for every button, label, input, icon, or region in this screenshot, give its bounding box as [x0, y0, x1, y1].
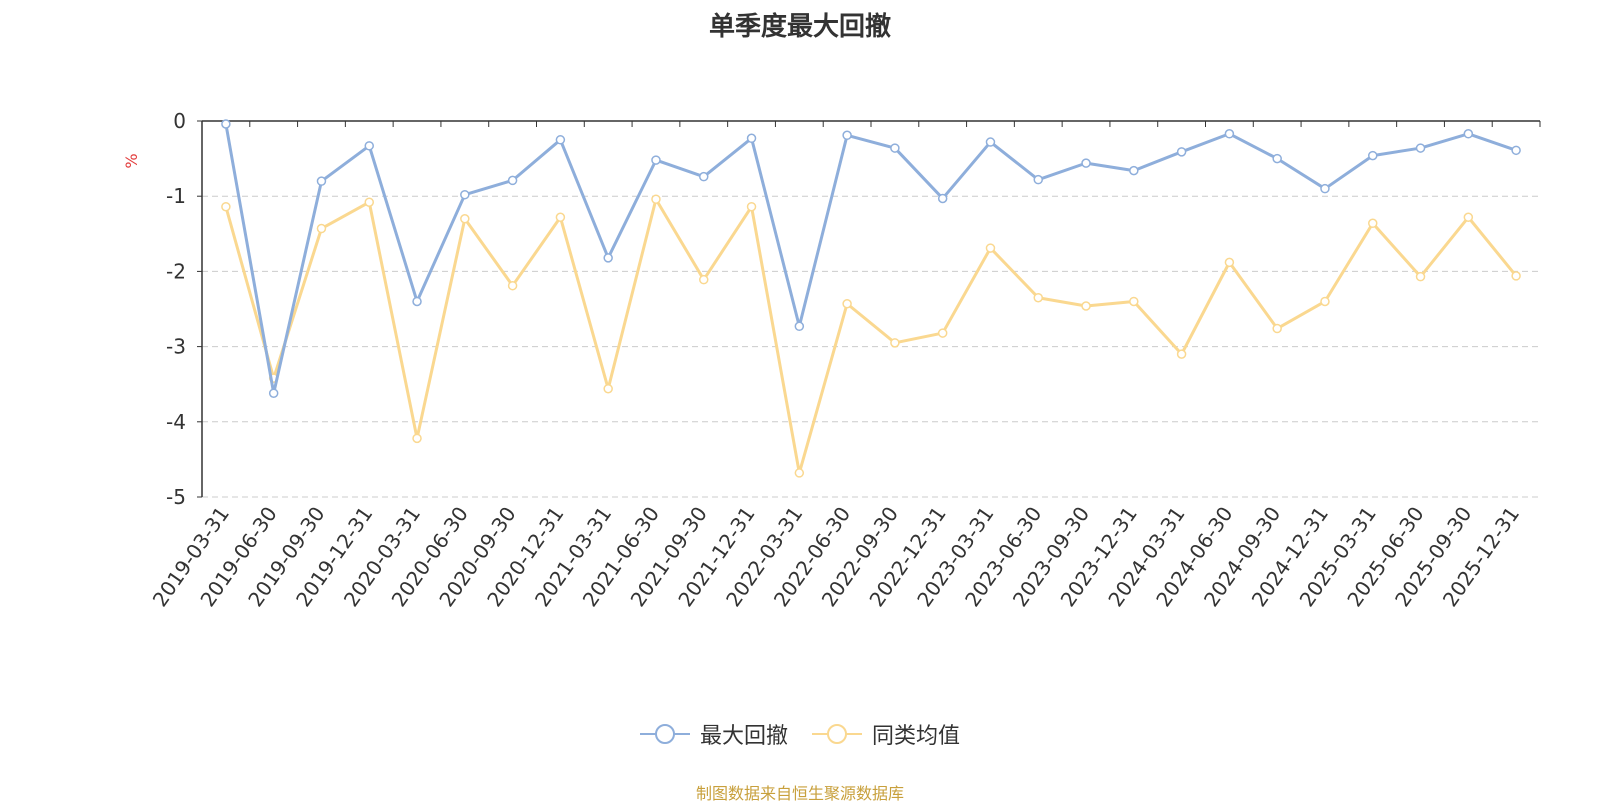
data-point [1272, 153, 1282, 164]
data-point [842, 130, 852, 141]
data-point [794, 468, 805, 478]
series-line-2 [224, 197, 1518, 475]
y-tick-label: -3 [166, 335, 186, 359]
data-point [651, 155, 661, 165]
series-line-1 [224, 123, 1517, 395]
x-tick-labels: 2019-03-312019-06-302019-09-302019-12-31… [148, 502, 1525, 611]
data-point [1415, 271, 1426, 282]
source-note: 制图数据来自恒生聚源数据库 [695, 784, 904, 803]
data-point [1176, 349, 1187, 359]
data-point [364, 197, 374, 207]
data-point [412, 433, 422, 444]
axes [197, 120, 1541, 498]
data-point [1081, 158, 1091, 168]
data-point [316, 223, 327, 234]
data-point [1368, 150, 1378, 161]
data-point [1033, 174, 1043, 185]
series-2 [221, 194, 1521, 478]
data-point [221, 201, 231, 212]
data-point [268, 388, 279, 398]
data-point [1463, 129, 1474, 139]
data-point [603, 253, 613, 263]
y-tick-label: -1 [166, 184, 186, 208]
data-point [746, 133, 757, 144]
data-point [460, 189, 470, 200]
data-point [699, 171, 709, 182]
grid-lines [202, 195, 1540, 498]
data-point [794, 321, 805, 332]
data-point [1463, 212, 1474, 223]
data-point [1320, 296, 1330, 307]
data-point [699, 274, 709, 285]
legend-marker-series-2 [812, 724, 862, 744]
data-point [1176, 147, 1187, 157]
chart-title: 单季度最大回撤 [708, 12, 891, 42]
data-point [985, 243, 996, 253]
data-point [1033, 292, 1043, 303]
data-point [364, 141, 374, 151]
data-point [937, 328, 948, 338]
y-tick-label: -2 [166, 259, 186, 283]
data-point [746, 201, 757, 212]
data-point [221, 119, 231, 129]
legend-label-series-2: 同类均值 [872, 724, 961, 749]
data-point [651, 194, 661, 204]
data-point [507, 280, 518, 291]
data-point [1129, 296, 1139, 307]
legend-item-series-2[interactable]: 同类均值 [812, 718, 960, 750]
data-point [985, 137, 996, 147]
y-axis-label: % [122, 153, 141, 168]
data-point [316, 176, 327, 186]
data-point [1368, 218, 1378, 229]
data-point [1415, 143, 1426, 153]
data-point [1224, 129, 1235, 139]
data-point [1511, 145, 1521, 156]
legend-item-series-1[interactable]: 最大回撤 [639, 718, 788, 750]
data-point [1224, 257, 1235, 268]
data-point [603, 383, 613, 394]
data-point [890, 338, 900, 348]
y-tick-labels: 0 -1 -2 -3 -4 -5 [166, 109, 186, 509]
data-point [460, 214, 470, 224]
legend: 最大回撤 同类均值 [0, 718, 1600, 750]
data-point [1272, 323, 1282, 334]
y-tick-label: -4 [166, 410, 186, 434]
data-point [555, 135, 566, 145]
data-point [1320, 183, 1330, 194]
data-point [412, 296, 422, 307]
series-lines [221, 119, 1521, 478]
data-point [1081, 301, 1091, 311]
data-point [842, 298, 852, 309]
data-point [555, 212, 566, 223]
series-1 [221, 119, 1521, 398]
y-tick-label: 0 [173, 109, 186, 133]
data-point [890, 143, 900, 153]
data-point [1511, 271, 1521, 281]
data-point [507, 175, 518, 186]
legend-marker-series-1 [639, 724, 690, 744]
y-tick-label: -5 [166, 485, 186, 509]
data-point [1129, 165, 1139, 176]
data-point [937, 193, 948, 204]
legend-label-series-1: 最大回撤 [699, 724, 788, 749]
